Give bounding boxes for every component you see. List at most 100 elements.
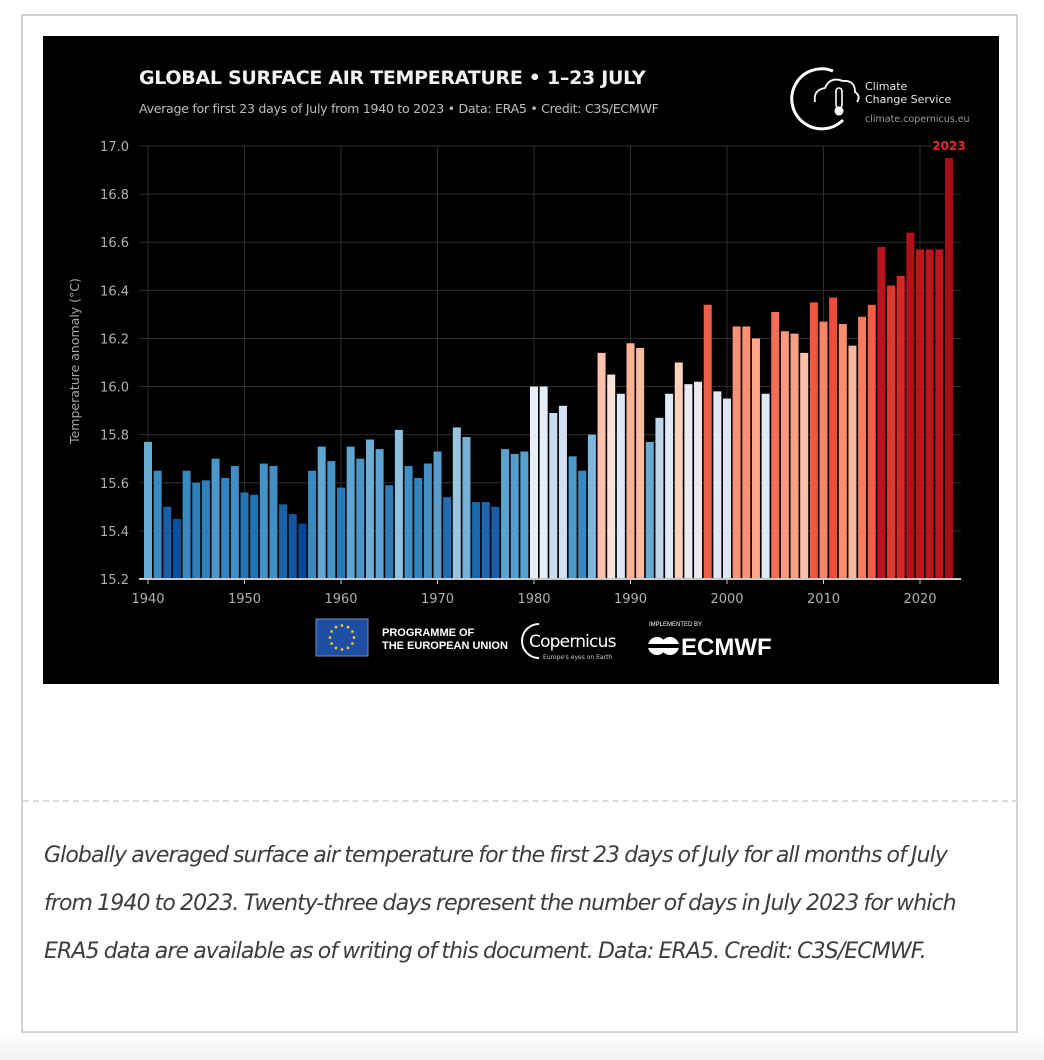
- thermometer-bulb: [834, 106, 844, 116]
- bar-1946: [201, 480, 210, 579]
- bar-1962: [356, 458, 365, 579]
- eu-line1: PROGRAMME OF: [382, 627, 475, 639]
- bar-2009: [809, 302, 818, 579]
- y-tick-label: 15.4: [100, 525, 129, 540]
- x-tick-label: 2010: [807, 592, 840, 607]
- bar-2011: [829, 297, 838, 579]
- y-tick-label: 16.8: [100, 188, 129, 203]
- figure-caption: Globally averaged surface air temperatur…: [44, 843, 957, 964]
- x-tick-label: 1960: [324, 592, 357, 607]
- bar-2020: [916, 249, 924, 579]
- bar-1974: [472, 502, 481, 579]
- y-tick-label: 16.4: [100, 284, 129, 299]
- bar-2010: [819, 321, 828, 579]
- bar-1998: [703, 304, 712, 579]
- bar-1997: [694, 381, 703, 579]
- bar-1963: [365, 439, 374, 579]
- bar-1941: [153, 470, 162, 579]
- bars: [139, 158, 961, 580]
- y-tick-label: 17.0: [100, 140, 129, 155]
- bar-2017: [887, 285, 896, 579]
- y-tick-labels: 15.2 15.4 15.6 15.8 16.0 16.2 16.4 16.6 16.8 17.0: [100, 140, 129, 588]
- bar-2001: [732, 326, 741, 579]
- bar-1968: [414, 477, 423, 579]
- bar-1976: [491, 506, 500, 579]
- bar-2013: [848, 345, 857, 579]
- bar-1949: [230, 465, 239, 579]
- bar-2000: [723, 398, 731, 579]
- ecmwf-symbol-icon: [648, 637, 679, 655]
- bar-2003: [751, 338, 760, 579]
- highlight-label-2023: 2023: [932, 139, 965, 153]
- bar-2023: [944, 158, 953, 579]
- bar-1943: [172, 518, 181, 579]
- implemented-by: IMPLEMENTED BY: [649, 622, 702, 628]
- bar-1996: [684, 384, 693, 579]
- bar-1989: [616, 393, 625, 579]
- bar-1967: [404, 465, 413, 579]
- bar-1991: [636, 348, 645, 579]
- bar-1977: [501, 449, 510, 579]
- eu-line2: THE EUROPEAN UNION: [382, 640, 508, 652]
- bar-1969: [423, 463, 432, 579]
- bar-2008: [800, 352, 809, 579]
- bar-1988: [607, 374, 616, 579]
- copernicus-logo: Copernicus Europe's eyes on Earth: [521, 623, 617, 661]
- bar-1980: [530, 386, 538, 579]
- x-tick-label: 1950: [228, 592, 261, 607]
- c3s-logo: Climate Change Service climate.copernicu…: [790, 67, 970, 131]
- chart-subtitle: Average for first 23 days of July from 1…: [139, 101, 659, 116]
- chart-svg: GLOBAL SURFACE AIR TEMPERATURE • 1–23 JU…: [67, 67, 970, 661]
- cloud-icon: [813, 78, 860, 103]
- bar-1972: [452, 427, 461, 579]
- bar-1987: [597, 352, 606, 579]
- bar-1948: [221, 477, 230, 579]
- bar-1979: [520, 451, 529, 579]
- bar-1986: [587, 434, 596, 579]
- bar-1978: [510, 453, 519, 579]
- y-tick-label: 16.6: [100, 236, 129, 251]
- chart-title: GLOBAL SURFACE AIR TEMPERATURE • 1–23 JU…: [139, 67, 646, 89]
- c3s-line1: Climate: [865, 80, 908, 93]
- bar-1975: [481, 502, 490, 579]
- copernicus-arc-icon: [521, 623, 540, 659]
- bar-2019: [906, 232, 915, 579]
- bar-1947: [211, 458, 220, 579]
- copernicus-wordmark: Copernicus: [529, 632, 617, 652]
- bar-1942: [163, 506, 172, 579]
- caption-divider: [23, 800, 1018, 802]
- bar-1953: [269, 465, 278, 579]
- thermometer-icon: [835, 87, 843, 109]
- bar-2022: [935, 249, 944, 579]
- y-tick-label: 16.0: [100, 381, 129, 396]
- eu-stars-icon: [328, 624, 356, 651]
- bar-1960: [337, 487, 345, 579]
- eu-logo: PROGRAMME OF THE EUROPEAN UNION: [315, 618, 508, 657]
- bar-1985: [578, 470, 587, 579]
- bar-1983: [558, 405, 567, 579]
- bar-1992: [645, 441, 654, 579]
- bar-1966: [394, 429, 403, 579]
- bar-1971: [443, 497, 452, 579]
- copernicus-tagline: Europe's eyes on Earth: [543, 654, 612, 661]
- c3s-arc-icon: [790, 67, 845, 131]
- bar-1956: [298, 523, 307, 579]
- bar-1964: [375, 449, 384, 579]
- bar-1970: [433, 451, 442, 579]
- bar-1990: [626, 343, 635, 579]
- bar-1950: [240, 492, 249, 579]
- bar-2012: [838, 324, 847, 579]
- c3s-url: climate.copernicus.eu: [865, 114, 970, 125]
- bar-1993: [655, 417, 664, 579]
- x-tick-label: 1980: [517, 592, 550, 607]
- bar-1944: [182, 470, 191, 579]
- bar-2015: [867, 304, 876, 579]
- bar-1959: [327, 461, 336, 579]
- bar-1999: [713, 391, 722, 579]
- bar-2002: [742, 326, 751, 579]
- bar-1958: [317, 446, 326, 579]
- bar-2021: [925, 249, 934, 579]
- bar-2005: [771, 311, 780, 579]
- chart-figure: GLOBAL SURFACE AIR TEMPERATURE • 1–23 JU…: [43, 36, 999, 684]
- bar-1954: [279, 504, 288, 579]
